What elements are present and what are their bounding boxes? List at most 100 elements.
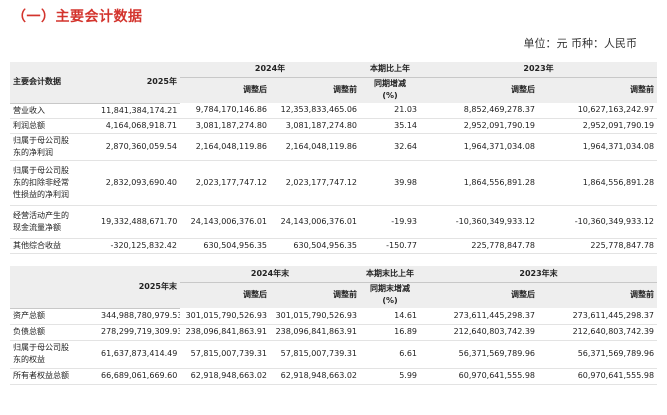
row-label: 经营活动产生的 现金流量净额 xyxy=(10,205,98,239)
header-adjusted: 调整后 xyxy=(243,85,267,95)
row-value: -150.77 xyxy=(360,238,421,254)
row-value: 60,970,641,555.98 xyxy=(538,368,658,385)
row-value: 2,164,048,119.86 xyxy=(180,133,270,161)
row-value: 212,640,803,742.39 xyxy=(420,324,539,341)
row-value: 57,815,007,739.31 xyxy=(180,340,270,369)
row-value: 56,371,569,789.96 xyxy=(420,340,539,369)
row-value: 630,504,956.35 xyxy=(270,238,361,254)
row-value: 14.61 xyxy=(360,308,421,325)
row-value: 3,081,187,274.80 xyxy=(270,118,361,134)
header2-change-line1: 本期末比上年 xyxy=(360,266,421,283)
header2-current-year: 2025年末 xyxy=(98,266,180,309)
header-row-top: 主要会计数据 2025年 2024年 本期比上年 2023年 xyxy=(10,62,658,104)
row-value: 278,299,719,309.93 xyxy=(98,324,180,341)
table-row: 归属于母公司股 东的扣除非经常 性损益的净利润 2,832,093,690.40 2,0… xyxy=(10,160,658,206)
row-label: 营业收入 xyxy=(10,103,98,119)
row-value: 35.14 xyxy=(360,118,421,134)
row-value: -10,360,349,933.12 xyxy=(420,205,539,239)
row-value: 630,504,956.35 xyxy=(180,238,270,254)
row-value: 8,852,469,278.37 xyxy=(420,103,539,119)
header-adjusted-2: 调整后 xyxy=(511,85,536,95)
row-value: 2,164,048,119.86 xyxy=(270,133,361,161)
row-value: -10,360,349,933.12 xyxy=(538,205,658,239)
row-value: 60,970,641,555.98 xyxy=(420,368,539,385)
header-change-line2: 同期增减 (%) xyxy=(374,79,407,101)
row-label: 所有者权益总额 xyxy=(10,368,98,385)
row-value: 66,689,061,669.60 xyxy=(98,368,180,385)
row-value: 9,784,170,146.86 xyxy=(180,103,270,119)
section-title: （一）主要会计数据 xyxy=(12,9,143,25)
row-value: 12,353,833,465.06 xyxy=(270,103,361,119)
row-value: 1,964,371,034.08 xyxy=(538,133,658,161)
row-value: 2,832,093,690.40 xyxy=(98,160,180,206)
header2-item xyxy=(10,266,98,309)
row-value: 1,864,556,891.28 xyxy=(420,160,539,206)
row-value: 4,164,068,918.71 xyxy=(98,118,180,134)
row-value: 301,015,790,526.93 xyxy=(270,308,361,325)
header2-change-line2: 同期末增减 (%) xyxy=(370,284,411,306)
row-label: 负债总额 xyxy=(10,324,98,341)
row-label: 归属于母公司股 东的扣除非经常 性损益的净利润 xyxy=(10,160,98,206)
row-value: 1,864,556,891.28 xyxy=(538,160,658,206)
row-value: 1,964,371,034.08 xyxy=(420,133,539,161)
balance-table-body: 资产总额 344,988,780,979.53 301,015,790,526.93… xyxy=(10,308,658,385)
header2-two-years-prior: 2023年末 xyxy=(420,266,658,283)
header2-adjusted-2: 调整后 xyxy=(511,290,536,300)
row-value: 19,332,488,671.70 xyxy=(98,205,180,239)
row-value: 24,143,006,376.01 xyxy=(180,205,270,239)
row-label: 利润总额 xyxy=(10,118,98,134)
row-value: 62,918,948,663.02 xyxy=(180,368,270,385)
row-value: 273,611,445,298.37 xyxy=(538,308,658,325)
row-label: 归属于母公司股 东的净利润 xyxy=(10,133,98,161)
header-two-years-prior: 2023年 xyxy=(420,62,658,78)
table-row: 负债总额 278,299,719,309.93 238,096,841,863.91… xyxy=(10,324,658,341)
row-value: 39.98 xyxy=(360,160,421,206)
row-value: 61,637,873,414.49 xyxy=(98,340,180,369)
row-value: 16.89 xyxy=(360,324,421,341)
row-value: 56,371,569,789.96 xyxy=(538,340,658,369)
row-value: 2,952,091,790.19 xyxy=(538,118,658,134)
row-value: 57,815,007,739.31 xyxy=(270,340,361,369)
header-before-adjust: 调整前 xyxy=(333,85,358,95)
table-row: 归属于母公司股 东的权益 61,637,873,414.49 57,815,007,7… xyxy=(10,340,658,369)
income-table: 主要会计数据 2025年 2024年 本期比上年 2023年 调整后 调整前 同… xyxy=(10,62,658,254)
row-value: 11,841,384,174.21 xyxy=(98,103,180,119)
header2-adjusted: 调整后 xyxy=(243,290,267,300)
header2-before-adjust: 调整前 xyxy=(333,290,358,300)
row-value: 32.64 xyxy=(360,133,421,161)
header2-prior-year: 2024年末 xyxy=(180,266,361,283)
header-before-adjust-2: 调整前 xyxy=(630,85,655,95)
header-change-line1: 本期比上年 xyxy=(360,62,421,78)
header-current-year: 2025年 xyxy=(98,62,180,104)
row-label: 归属于母公司股 东的权益 xyxy=(10,340,98,369)
table-row: 经营活动产生的 现金流量净额 19,332,488,671.70 24,143,006… xyxy=(10,205,658,239)
table-row: 营业收入 11,841,384,174.21 9,784,170,146.86 12,… xyxy=(10,103,658,119)
table-row: 归属于母公司股 东的净利润 2,870,360,059.54 2,164,048,11… xyxy=(10,133,658,161)
row-value: 212,640,803,742.39 xyxy=(538,324,658,341)
row-value: -19.93 xyxy=(360,205,421,239)
row-value: 24,143,006,376.01 xyxy=(270,205,361,239)
header2-before-adjust-2: 调整前 xyxy=(630,290,655,300)
row-value: 21.03 xyxy=(360,103,421,119)
row-label: 资产总额 xyxy=(10,308,98,325)
row-value: 2,952,091,790.19 xyxy=(420,118,539,134)
row-value: 344,988,780,979.53 xyxy=(98,308,180,325)
row-value: 273,611,445,298.37 xyxy=(420,308,539,325)
table-row: 资产总额 344,988,780,979.53 301,015,790,526.93… xyxy=(10,308,658,325)
row-value: 225,778,847.78 xyxy=(538,238,658,254)
row-value: 5.99 xyxy=(360,368,421,385)
row-value: 238,096,841,863.91 xyxy=(270,324,361,341)
row-value: 2,870,360,059.54 xyxy=(98,133,180,161)
row-value: 2,023,177,747.12 xyxy=(180,160,270,206)
row-value: 6.61 xyxy=(360,340,421,369)
row-label: 其他综合收益 xyxy=(10,238,98,254)
row-value: 238,096,841,863.91 xyxy=(180,324,270,341)
row-value: 3,081,187,274.80 xyxy=(180,118,270,134)
row-value: 225,778,847.78 xyxy=(420,238,539,254)
row-value: 301,015,790,526.93 xyxy=(180,308,270,325)
table-row: 其他综合收益 -320,125,832.42 630,504,956.35 630,5… xyxy=(10,238,658,254)
header-prior-year: 2024年 xyxy=(180,62,361,78)
table-row: 所有者权益总额 66,689,061,669.60 62,918,948,663.0… xyxy=(10,368,658,385)
income-table-body: 营业收入 11,841,384,174.21 9,784,170,146.86 12,… xyxy=(10,103,658,254)
